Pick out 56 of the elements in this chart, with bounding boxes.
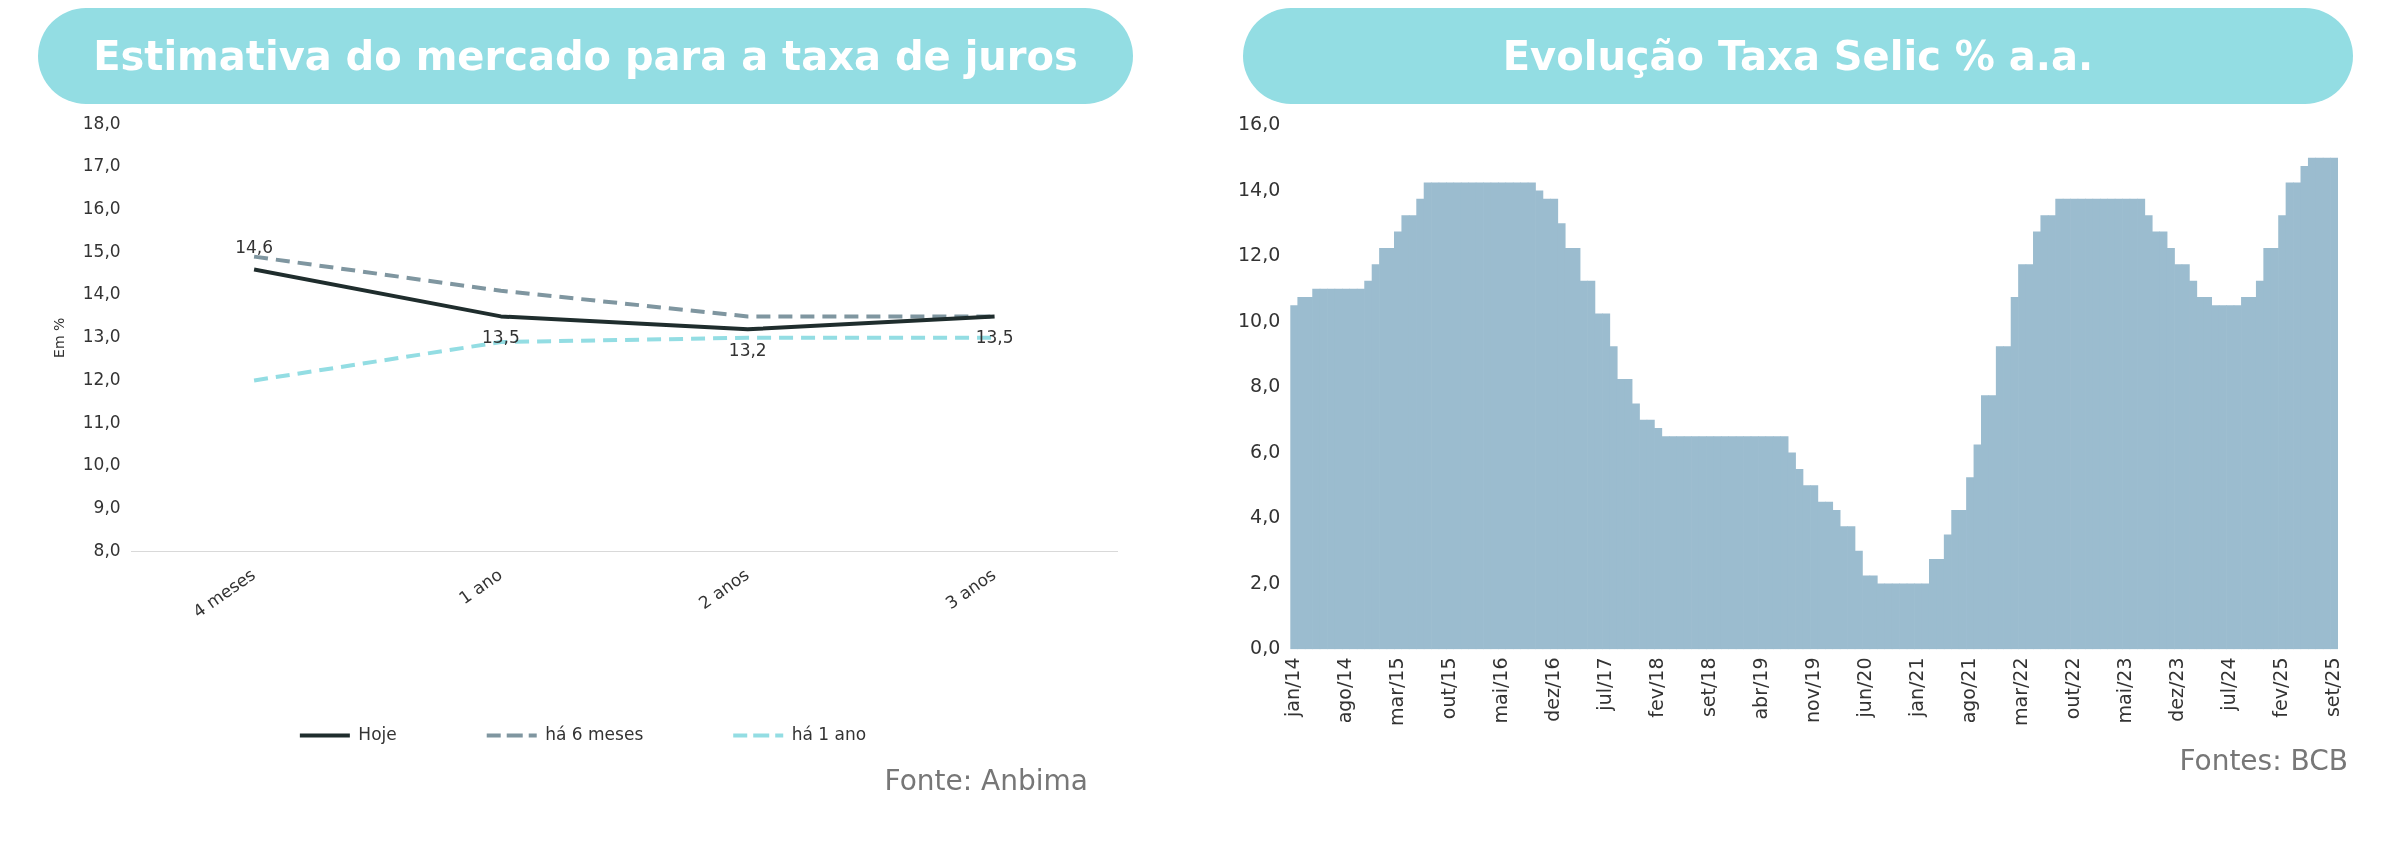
data-label: 13,5 bbox=[481, 327, 520, 348]
x-tick-label: dez/23 bbox=[2165, 657, 2188, 722]
y-tick-label: 8,0 bbox=[1250, 374, 1281, 397]
x-tick-label: abr/19 bbox=[1749, 657, 1772, 720]
y-tick-label: 14,0 bbox=[82, 283, 121, 304]
legend-label: Hoje bbox=[358, 723, 397, 744]
x-tick-label: jan/14 bbox=[1280, 657, 1303, 719]
x-tick-label: jun/20 bbox=[1853, 657, 1876, 719]
x-tick-label: jul/17 bbox=[1593, 657, 1616, 712]
legend-label: há 6 meses bbox=[545, 723, 644, 744]
y-tick-label: 16,0 bbox=[82, 198, 121, 219]
y-tick-label: 12,0 bbox=[82, 368, 121, 389]
y-tick-label: 0,0 bbox=[1250, 636, 1281, 659]
y-tick-label: 16,0 bbox=[1237, 112, 1281, 135]
y-tick-label: 10,0 bbox=[1237, 308, 1281, 331]
y-tick-label: 15,0 bbox=[82, 240, 121, 261]
x-tick-label: set/25 bbox=[2321, 657, 2344, 718]
x-tick-label: ago/14 bbox=[1332, 657, 1355, 724]
text: Fontes: BCB bbox=[2178, 744, 2348, 777]
y-tick-label: 6,0 bbox=[1250, 439, 1281, 462]
chart-title: Evolução Taxa Selic % a.a. bbox=[1243, 8, 2353, 104]
y-tick-label: 4,0 bbox=[1250, 505, 1281, 528]
y-tick-label: 18,0 bbox=[82, 112, 121, 133]
y-tick-label: 13,0 bbox=[82, 326, 121, 347]
x-tick-label: fev/25 bbox=[2269, 657, 2292, 718]
x-tick-label: set/18 bbox=[1697, 657, 1720, 718]
y-tick-label: 12,0 bbox=[1237, 243, 1281, 266]
x-tick-label: nov/19 bbox=[1801, 657, 1824, 723]
x-tick-label: mar/15 bbox=[1384, 657, 1407, 727]
chart-title: Estimativa do mercado para a taxa de juros bbox=[38, 8, 1133, 104]
x-tick-label: out/22 bbox=[2061, 657, 2084, 720]
x-tick-label: jul/24 bbox=[2217, 657, 2240, 712]
y-tick-label: 2,0 bbox=[1250, 570, 1281, 593]
x-tick-label: ago/21 bbox=[1957, 657, 1980, 724]
x-tick-label: mai/23 bbox=[2113, 657, 2136, 724]
data-label: 13,2 bbox=[728, 340, 767, 361]
y-tick-label: 11,0 bbox=[82, 411, 121, 432]
x-tick-label: mar/22 bbox=[2009, 657, 2032, 727]
y-tick-label: 8,0 bbox=[93, 539, 121, 560]
x-tick-label: 3 anos bbox=[941, 564, 1000, 614]
source-note: Fonte: Anbima bbox=[883, 764, 1088, 797]
data-label: 14,6 bbox=[235, 237, 273, 258]
x-tick-label: out/15 bbox=[1437, 657, 1459, 720]
y-tick-label: 17,0 bbox=[82, 155, 121, 176]
y-tick-label: 10,0 bbox=[82, 454, 121, 475]
y-axis-title: Em % bbox=[51, 317, 68, 358]
x-tick-label: jan/21 bbox=[1905, 657, 1928, 719]
y-tick-label: 14,0 bbox=[1237, 177, 1281, 200]
legend-label: há 1 ano bbox=[791, 723, 867, 744]
x-tick-label: fev/18 bbox=[1645, 657, 1668, 718]
x-tick-label: dez/16 bbox=[1541, 657, 1564, 722]
y-tick-label: 9,0 bbox=[93, 497, 121, 518]
data-label: 13,5 bbox=[975, 327, 1014, 348]
x-tick-label: 2 anos bbox=[694, 564, 753, 614]
x-tick-label: mai/16 bbox=[1489, 657, 1512, 724]
x-tick-label: 1 ano bbox=[455, 564, 506, 608]
